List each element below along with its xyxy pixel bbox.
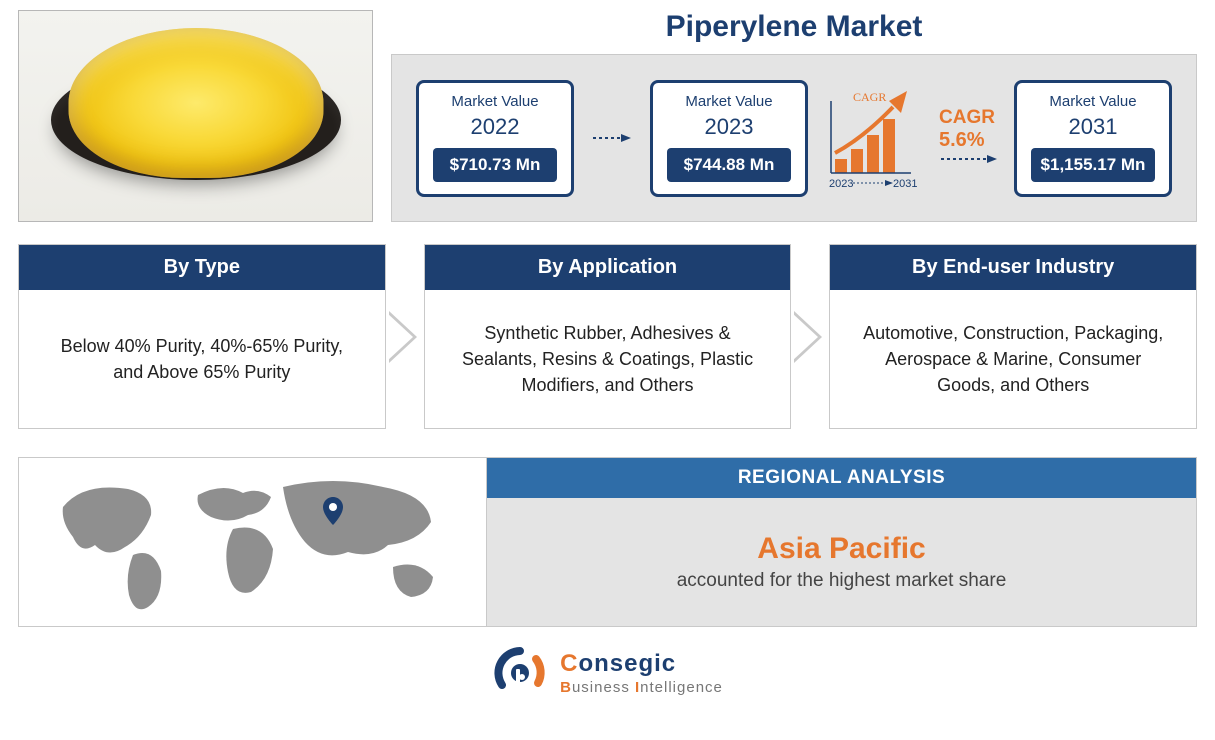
value-label: Market Value: [433, 93, 557, 110]
regional-highlight: Asia Pacific: [757, 532, 925, 566]
market-value-card-2022: Market Value 2022 $710.73 Mn: [416, 80, 574, 197]
regional-body: Asia Pacific accounted for the highest m…: [487, 498, 1196, 626]
pellets-shape: [68, 28, 323, 178]
value-amount: $744.88 Mn: [667, 148, 791, 182]
cagr-block: CAGR 2023 2031 CAGR 5.6%: [819, 83, 1003, 193]
value-amount: $710.73 Mn: [433, 148, 557, 182]
cagr-script-label: CAGR: [853, 90, 886, 104]
value-year: 2023: [667, 114, 791, 140]
market-value-panel: Market Value 2022 $710.73 Mn Market Valu…: [391, 54, 1197, 222]
logo-line-1: Consegic: [560, 652, 723, 676]
cagr-text: CAGR 5.6%: [939, 107, 999, 170]
logo-text: Consegic Business Intelligence: [560, 652, 723, 695]
connector-dots: [585, 132, 639, 144]
product-image: [18, 10, 373, 222]
world-map-icon: [33, 467, 473, 617]
world-map: [19, 458, 487, 626]
dots-icon: [591, 132, 633, 144]
cagr-value: 5.6%: [939, 129, 999, 152]
chevron-icon: [389, 311, 417, 363]
segment-body: Automotive, Construction, Packaging, Aer…: [830, 290, 1196, 428]
cagr-label: CAGR: [939, 107, 999, 129]
segment-title: By Type: [19, 245, 385, 290]
cagr-to-year: 2031: [893, 178, 917, 190]
value-year: 2031: [1031, 114, 1155, 140]
value-year: 2022: [433, 114, 557, 140]
header-and-values: Piperylene Market Market Value 2022 $710…: [391, 10, 1197, 222]
growth-chart-icon: CAGR 2023 2031: [823, 83, 933, 193]
segment-title: By Application: [425, 245, 791, 290]
dots-icon: [939, 153, 999, 165]
regional-heading: REGIONAL ANALYSIS: [487, 458, 1196, 498]
market-value-card-2031: Market Value 2031 $1,155.17 Mn: [1014, 80, 1172, 197]
chevron-icon: [794, 311, 822, 363]
value-amount: $1,155.17 Mn: [1031, 148, 1155, 182]
segment-body: Synthetic Rubber, Adhesives & Sealants, …: [425, 290, 791, 428]
logo-icon: [492, 645, 548, 701]
regional-subtext: accounted for the highest market share: [677, 570, 1007, 592]
page-title: Piperylene Market: [391, 10, 1197, 44]
value-label: Market Value: [1031, 93, 1155, 110]
segment-card-application: By Application Synthetic Rubber, Adhesiv…: [424, 244, 792, 429]
regional-content: REGIONAL ANALYSIS Asia Pacific accounted…: [487, 458, 1196, 626]
segment-row: By Type Below 40% Purity, 40%-65% Purity…: [18, 244, 1197, 429]
segment-card-enduser: By End-user Industry Automotive, Constru…: [829, 244, 1197, 429]
top-row: Piperylene Market Market Value 2022 $710…: [18, 10, 1197, 222]
logo-footer: Consegic Business Intelligence: [18, 645, 1197, 701]
market-value-card-2023: Market Value 2023 $744.88 Mn: [650, 80, 808, 197]
segment-card-type: By Type Below 40% Purity, 40%-65% Purity…: [18, 244, 386, 429]
segment-body: Below 40% Purity, 40%-65% Purity, and Ab…: [19, 290, 385, 428]
regional-row: REGIONAL ANALYSIS Asia Pacific accounted…: [18, 457, 1197, 627]
value-label: Market Value: [667, 93, 791, 110]
segment-title: By End-user Industry: [830, 245, 1196, 290]
cagr-from-year: 2023: [829, 178, 853, 190]
logo-line-2: Business Intelligence: [560, 680, 723, 695]
